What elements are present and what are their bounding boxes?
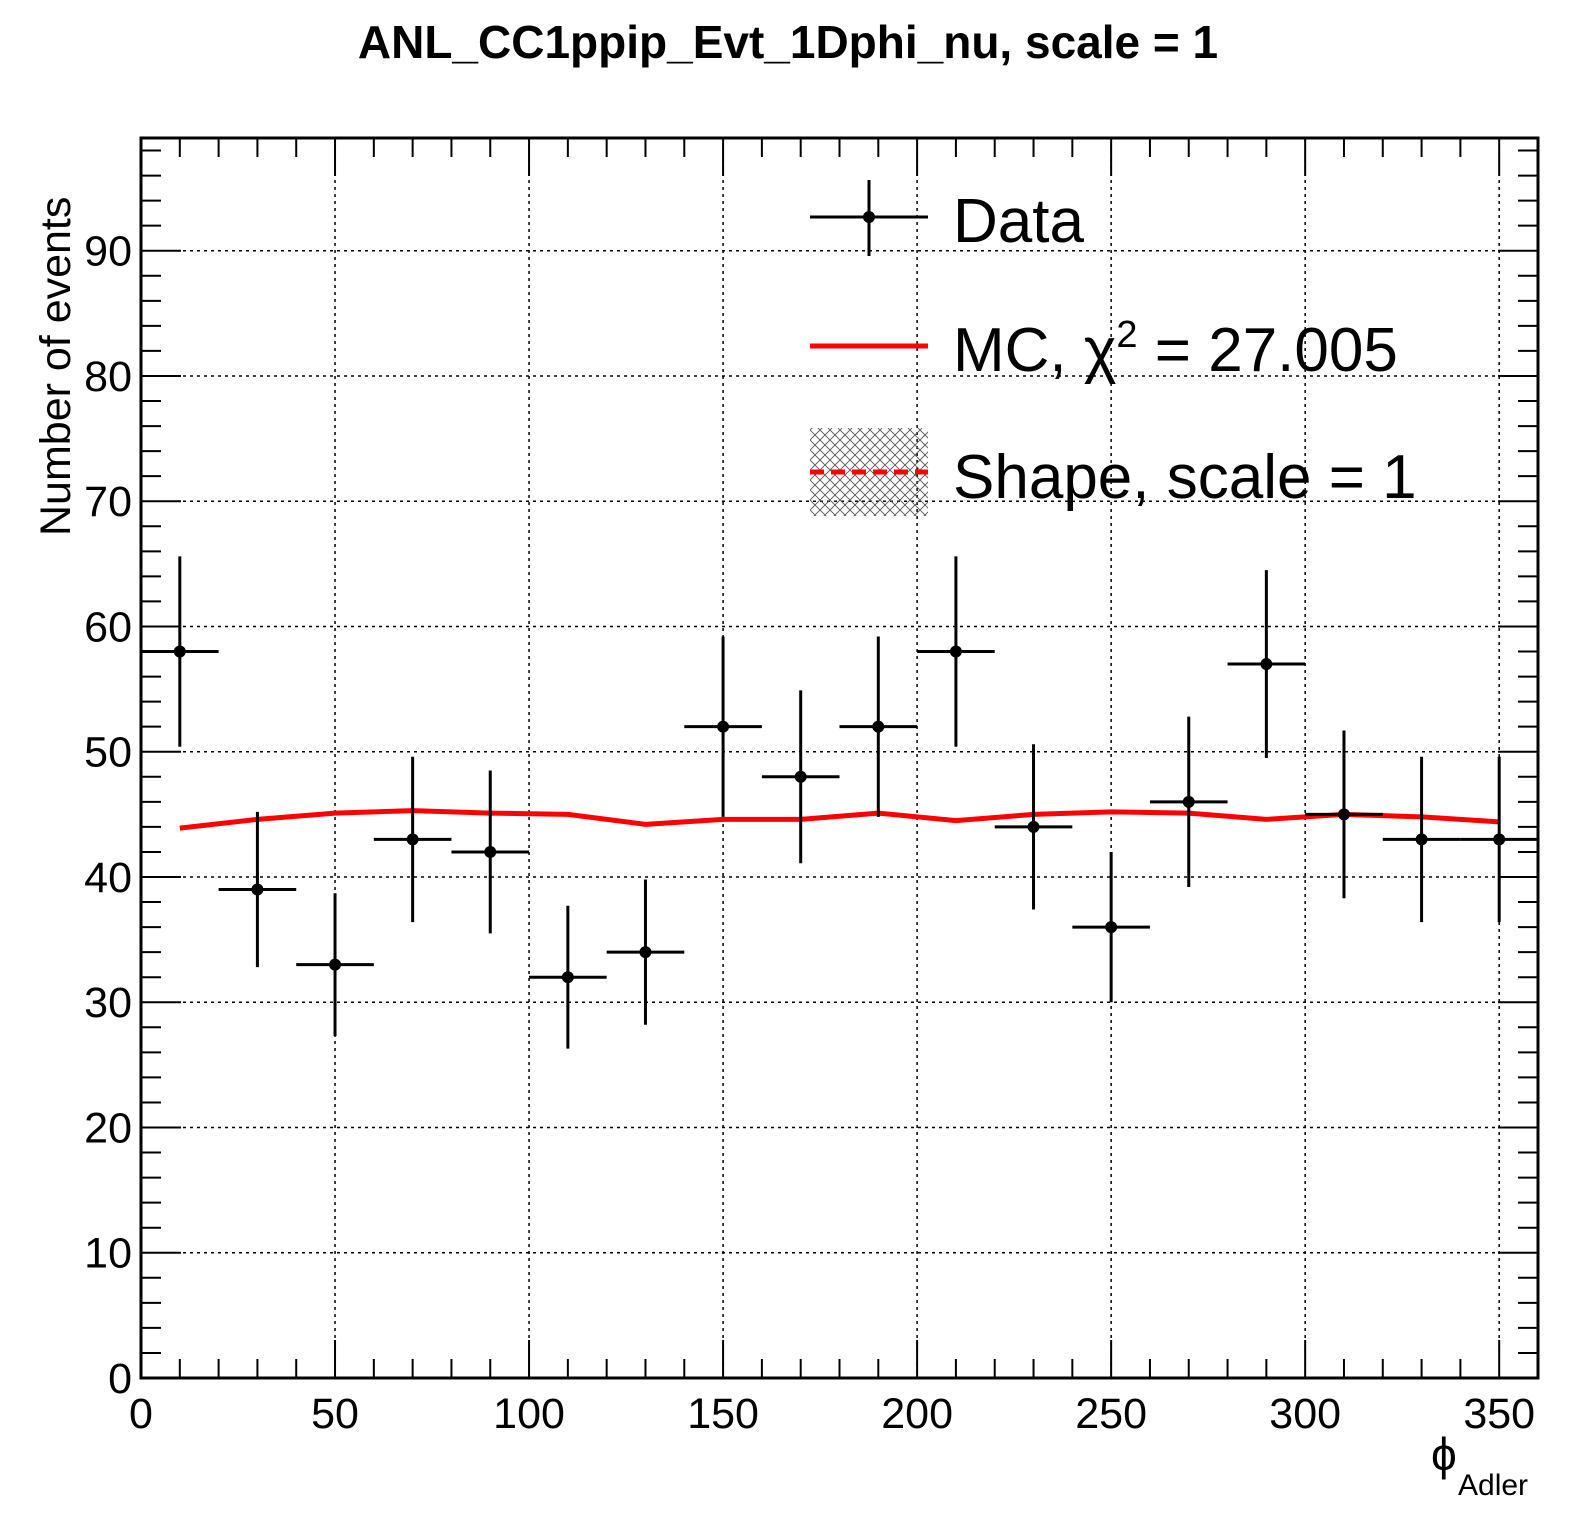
data-point-marker	[872, 720, 885, 733]
data-point	[917, 556, 995, 747]
legend-mc-label: MC, χ2 = 27.005	[953, 314, 1398, 385]
data-point-marker	[1493, 833, 1506, 846]
data-point	[1072, 851, 1150, 1003]
data-point	[606, 879, 685, 1025]
data-series	[141, 556, 1538, 1049]
data-point	[529, 905, 607, 1049]
tick-labels: 0 50 100 150 200 250 300 350 0 10 20 30 40 50 60 70 80 90	[84, 228, 1535, 1438]
y-tick-label: 10	[84, 1230, 132, 1278]
x-tick-label: 200	[881, 1390, 953, 1438]
data-point-marker	[484, 845, 497, 858]
axis-ticks	[140, 138, 1539, 1379]
legend-data-marker	[863, 211, 875, 223]
legend-entry-mc: MC, χ2 = 27.005	[810, 314, 1398, 385]
data-point-marker	[406, 833, 419, 846]
data-point-marker	[794, 770, 807, 783]
legend-shape-label: Shape, scale = 1	[953, 443, 1417, 512]
mc-series	[179, 808, 1500, 831]
data-point-marker	[1027, 820, 1040, 833]
x-tick-label: 250	[1075, 1390, 1147, 1438]
data-point	[1227, 570, 1306, 758]
chart-title: ANL_CC1ppip_Evt_1Dphi_nu, scale = 1	[358, 16, 1218, 68]
y-tick-label: 40	[84, 854, 132, 902]
legend-mc-text: MC, χ	[953, 316, 1116, 385]
y-tick-label: 80	[84, 353, 132, 401]
x-tick-label: 300	[1269, 1390, 1341, 1438]
legend-mc-chi2: = 27.005	[1138, 316, 1398, 385]
legend-entry-data: Data	[810, 180, 1084, 256]
y-tick-label: 60	[84, 603, 132, 651]
data-point	[839, 636, 918, 817]
data-point	[761, 690, 840, 864]
x-tick-label: 150	[687, 1390, 759, 1438]
y-tick-label: 30	[84, 979, 132, 1027]
y-tick-label: 0	[108, 1355, 132, 1403]
y-tick-label: 90	[84, 228, 132, 276]
data-point	[684, 636, 762, 817]
data-point	[1149, 716, 1228, 888]
data-point-marker	[251, 883, 264, 896]
legend-mc-superscript: 2	[1116, 314, 1137, 356]
plot-frame	[139, 136, 1540, 1380]
y-axis-title: Number of events	[32, 197, 80, 536]
y-tick-label: 20	[84, 1104, 132, 1152]
x-axis-title-subscript: Adler	[1458, 1469, 1528, 1502]
data-point-marker	[1415, 833, 1428, 846]
data-point	[451, 770, 530, 934]
data-point-marker	[561, 971, 574, 984]
x-tick-label: 0	[129, 1390, 153, 1438]
x-tick-label: 50	[311, 1390, 359, 1438]
data-point	[373, 756, 452, 923]
data-point-marker	[1260, 658, 1273, 671]
data-point-marker	[717, 720, 730, 733]
data-point	[141, 556, 219, 747]
x-tick-label: 100	[493, 1390, 565, 1438]
x-axis-title: ϕ Adler	[1431, 1428, 1528, 1502]
data-point	[218, 811, 297, 968]
legend: Data MC, χ2 = 27.005 Shape, scale = 1	[810, 180, 1417, 516]
legend-data-label: Data	[953, 187, 1084, 256]
data-point-marker	[1182, 795, 1195, 808]
legend-shape-band	[810, 428, 928, 516]
data-point-marker	[639, 946, 652, 959]
data-point-marker	[329, 958, 342, 971]
data-point-marker	[1105, 921, 1118, 934]
data-point	[1382, 756, 1461, 923]
data-point	[994, 744, 1073, 910]
data-point-marker	[1337, 808, 1350, 821]
x-axis-title-symbol: ϕ	[1431, 1428, 1457, 1480]
data-point	[1460, 756, 1538, 923]
x-tick-label: 350	[1463, 1390, 1535, 1438]
data-point-marker	[173, 645, 186, 658]
data-point	[1305, 730, 1383, 899]
y-tick-label: 50	[84, 729, 132, 777]
y-tick-label: 70	[84, 478, 132, 526]
grid	[141, 138, 1538, 1378]
legend-entry-shape: Shape, scale = 1	[810, 428, 1417, 516]
data-point	[296, 893, 374, 1037]
mc-line	[179, 808, 1500, 831]
data-point-marker	[949, 645, 962, 658]
